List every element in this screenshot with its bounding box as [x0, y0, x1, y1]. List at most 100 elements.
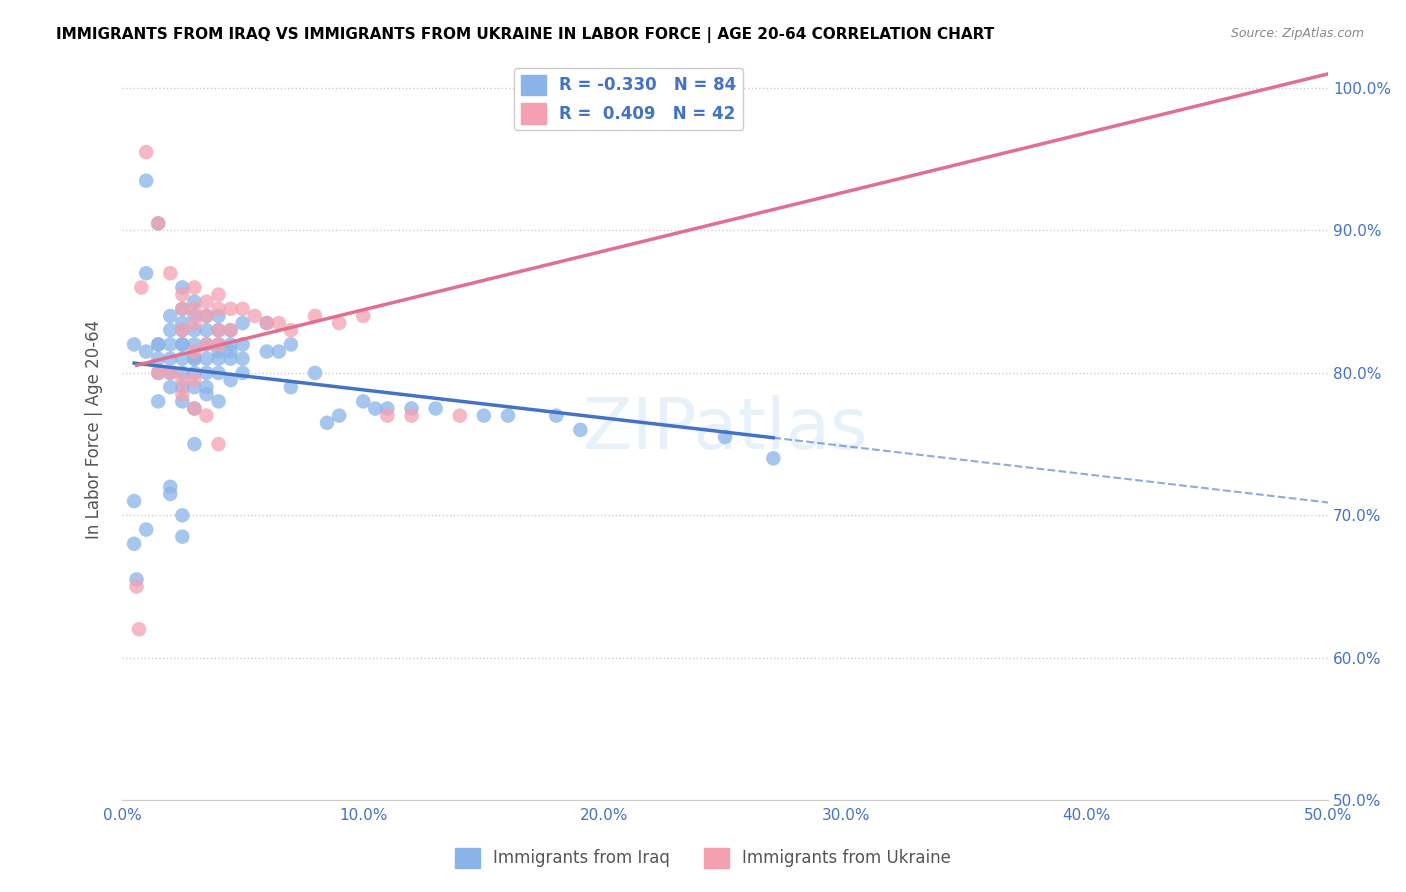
- Legend: Immigrants from Iraq, Immigrants from Ukraine: Immigrants from Iraq, Immigrants from Uk…: [449, 841, 957, 875]
- Point: [183, 309, 205, 323]
- Point: [425, 401, 447, 416]
- Point: [280, 337, 302, 351]
- Point: [219, 351, 242, 366]
- Point: [256, 316, 278, 330]
- Point: [159, 380, 181, 394]
- Point: [472, 409, 495, 423]
- Point: [219, 344, 242, 359]
- Point: [172, 280, 194, 294]
- Point: [195, 337, 218, 351]
- Point: [207, 309, 229, 323]
- Point: [195, 409, 218, 423]
- Point: [219, 337, 242, 351]
- Point: [714, 81, 737, 95]
- Point: [172, 337, 194, 351]
- Point: [232, 337, 254, 351]
- Point: [135, 344, 157, 359]
- Point: [316, 416, 339, 430]
- Point: [125, 573, 148, 587]
- Point: [159, 366, 181, 380]
- Point: [148, 216, 170, 230]
- Point: [207, 344, 229, 359]
- Point: [122, 337, 145, 351]
- Point: [172, 323, 194, 337]
- Point: [195, 294, 218, 309]
- Point: [159, 366, 181, 380]
- Point: [148, 351, 170, 366]
- Point: [232, 351, 254, 366]
- Point: [135, 266, 157, 280]
- Point: [280, 323, 302, 337]
- Point: [122, 494, 145, 508]
- Point: [183, 373, 205, 387]
- Text: Source: ZipAtlas.com: Source: ZipAtlas.com: [1230, 27, 1364, 40]
- Point: [256, 316, 278, 330]
- Point: [219, 373, 242, 387]
- Point: [159, 480, 181, 494]
- Point: [172, 323, 194, 337]
- Point: [546, 409, 568, 423]
- Point: [148, 216, 170, 230]
- Point: [148, 366, 170, 380]
- Point: [183, 294, 205, 309]
- Point: [135, 523, 157, 537]
- Point: [207, 366, 229, 380]
- Point: [148, 337, 170, 351]
- Text: ZIPatlas: ZIPatlas: [582, 395, 868, 465]
- Point: [148, 394, 170, 409]
- Point: [304, 366, 326, 380]
- Point: [183, 366, 205, 380]
- Point: [183, 380, 205, 394]
- Point: [280, 380, 302, 394]
- Point: [714, 430, 737, 444]
- Point: [159, 351, 181, 366]
- Point: [352, 394, 374, 409]
- Point: [195, 366, 218, 380]
- Point: [172, 373, 194, 387]
- Point: [207, 337, 229, 351]
- Point: [256, 344, 278, 359]
- Point: [172, 287, 194, 301]
- Point: [172, 301, 194, 316]
- Legend: R = -0.330   N = 84, R =  0.409   N = 42: R = -0.330 N = 84, R = 0.409 N = 42: [515, 68, 742, 130]
- Point: [183, 351, 205, 366]
- Point: [364, 401, 387, 416]
- Point: [569, 423, 592, 437]
- Point: [128, 622, 150, 636]
- Point: [207, 437, 229, 451]
- Point: [148, 337, 170, 351]
- Point: [352, 309, 374, 323]
- Point: [195, 323, 218, 337]
- Point: [232, 366, 254, 380]
- Point: [172, 387, 194, 401]
- Point: [159, 323, 181, 337]
- Point: [183, 323, 205, 337]
- Point: [172, 351, 194, 366]
- Point: [195, 351, 218, 366]
- Text: IMMIGRANTS FROM IRAQ VS IMMIGRANTS FROM UKRAINE IN LABOR FORCE | AGE 20-64 CORRE: IMMIGRANTS FROM IRAQ VS IMMIGRANTS FROM …: [56, 27, 994, 43]
- Point: [219, 323, 242, 337]
- Point: [183, 351, 205, 366]
- Point: [172, 530, 194, 544]
- Point: [232, 316, 254, 330]
- Point: [131, 280, 153, 294]
- Point: [762, 451, 785, 466]
- Point: [207, 323, 229, 337]
- Point: [195, 387, 218, 401]
- Point: [267, 344, 290, 359]
- Point: [135, 174, 157, 188]
- Point: [304, 309, 326, 323]
- Point: [207, 323, 229, 337]
- Point: [183, 437, 205, 451]
- Point: [183, 344, 205, 359]
- Point: [449, 409, 471, 423]
- Point: [183, 316, 205, 330]
- Point: [183, 401, 205, 416]
- Point: [183, 301, 205, 316]
- Point: [172, 380, 194, 394]
- Point: [496, 409, 519, 423]
- Point: [183, 401, 205, 416]
- Point: [172, 508, 194, 523]
- Point: [159, 309, 181, 323]
- Point: [125, 580, 148, 594]
